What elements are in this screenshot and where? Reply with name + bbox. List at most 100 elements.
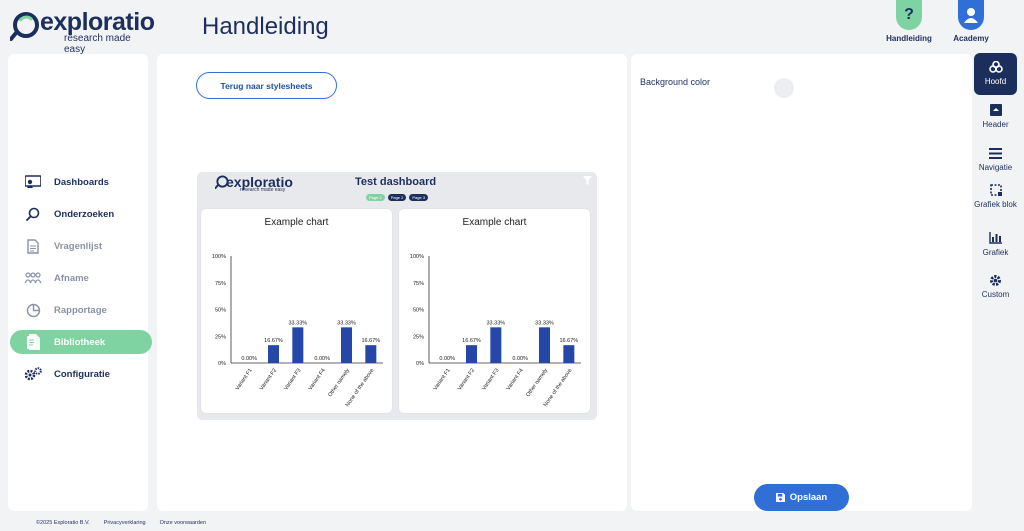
footer-privacy-link[interactable]: Privacyverklaring [104, 520, 146, 526]
back-to-stylesheets-button[interactable]: Terug naar stylesheets [196, 72, 337, 99]
toolbar-header[interactable]: Header [974, 103, 1017, 129]
preview-page-tab[interactable]: Page 2 [388, 194, 407, 201]
bar [563, 345, 574, 363]
x-tick-label: Variant F2 [259, 368, 278, 392]
toolbar-grafiek[interactable]: Grafiek [974, 231, 1017, 257]
x-tick-label: Other namely [525, 368, 549, 399]
handleiding-link[interactable]: ? Handleiding [885, 0, 933, 43]
x-tick-label: None of the above [543, 368, 574, 408]
bar-value-label: 0.00% [512, 356, 528, 362]
y-tick-label: 0% [218, 361, 226, 367]
bar-value-label: 0.00% [439, 356, 455, 362]
sidebar-item-afname[interactable]: Afname [10, 266, 152, 290]
bar-value-label: 16.67% [264, 338, 283, 344]
bar-value-label: 33.33% [535, 320, 554, 326]
bar-value-label: 0.00% [314, 356, 330, 362]
footer: ©2025 Exploratio B.V. Privacyverklaring … [36, 520, 206, 526]
background-color-swatch[interactable] [774, 78, 794, 98]
sidebar-item-onderzoeken[interactable]: Onderzoeken [10, 202, 152, 226]
bar-value-label: 16.67% [362, 338, 381, 344]
y-tick-label: 0% [416, 361, 424, 367]
footer-terms-link[interactable]: Onze voorwaarden [160, 520, 206, 526]
dashboard-preview: exploratio research made easy Test dashb… [197, 172, 597, 420]
bar-value-label: 16.67% [462, 338, 481, 344]
toolbar-hoofd[interactable]: Hoofd [974, 53, 1017, 95]
sidebar-item-vragenlijst[interactable]: Vragenlijst [10, 234, 152, 258]
library-icon [24, 333, 42, 351]
preview-page-tab[interactable]: Page 3 [409, 194, 428, 201]
x-tick-label: Variant F3 [283, 368, 302, 392]
sidebar-item-label: Rapportage [54, 305, 107, 316]
background-color-label: Background color [640, 77, 710, 87]
toolbar-grafiek-blok[interactable]: Grafiek blok [974, 183, 1017, 209]
toolbar-custom[interactable]: Custom [974, 273, 1017, 299]
sidebar-item-rapportage[interactable]: Rapportage [10, 298, 152, 322]
y-tick-label: 25% [413, 334, 424, 340]
x-tick-label: Variant F2 [457, 368, 476, 392]
bar-value-label: 33.33% [337, 320, 356, 326]
bar [292, 327, 303, 363]
preview-page-tabs: Page 1 Page 2 Page 3 [366, 194, 428, 201]
sidebar-item-label: Dashboards [54, 177, 109, 188]
y-tick-label: 100% [410, 254, 424, 260]
bar-value-label: 33.33% [487, 320, 506, 326]
y-tick-label: 75% [413, 281, 424, 287]
x-tick-label: Variant F1 [433, 368, 452, 392]
x-tick-label: Variant F4 [308, 368, 327, 392]
toolbar-label: Header [974, 120, 1017, 129]
document-icon [24, 237, 42, 255]
preview-page-tab[interactable]: Page 1 [366, 194, 385, 201]
toolbar-label: Hoofd [974, 77, 1017, 86]
x-tick-label: Variant F3 [481, 368, 500, 392]
chart-card: Example chart 0% 25% 50% 75% 100% 0.00% Varian… [200, 208, 393, 414]
sidebar-item-label: Onderzoeken [54, 209, 114, 220]
bar [268, 345, 279, 363]
chart-card: Example chart 0% 25% 50% 75% 100% 0.00% Varian… [398, 208, 591, 414]
sidebar-item-label: Vragenlijst [54, 241, 102, 252]
toolbar-label: Grafiek blok [974, 200, 1017, 209]
dashboard-icon [24, 173, 42, 191]
toolbar-label: Custom [974, 290, 1017, 299]
academy-link[interactable]: Academy [947, 0, 995, 43]
sidebar-item-label: Afname [54, 273, 89, 284]
menu-icon [989, 146, 1003, 160]
filter-icon[interactable] [583, 176, 592, 185]
x-tick-label: None of the above [345, 368, 376, 408]
footer-copyright: ©2025 Exploratio B.V. [36, 520, 90, 526]
bar-chart: 0% 25% 50% 75% 100% 0.00% Variant F1 16.67% Vari… [399, 209, 592, 415]
sidebar-item-configuratie[interactable]: Configuratie [10, 362, 152, 386]
preview-brand-tagline: research made easy [240, 187, 285, 193]
people-icon [24, 269, 42, 287]
logo-mark-icon [10, 11, 40, 41]
bar [365, 345, 376, 363]
sidebar-item-dashboards[interactable]: Dashboards [10, 170, 152, 194]
toolbar-navigatie[interactable]: Navigatie [974, 146, 1017, 172]
gears-icon [24, 365, 42, 383]
x-tick-label: Other namely [327, 368, 351, 399]
toolbar-label: Navigatie [974, 163, 1017, 172]
layers-icon [989, 60, 1003, 74]
bar-value-label: 0.00% [241, 356, 257, 362]
y-tick-label: 50% [215, 308, 226, 314]
bar [539, 327, 550, 363]
sidebar-item-label: Bibliotheek [54, 337, 105, 348]
user-icon [958, 0, 984, 30]
y-tick-label: 25% [215, 334, 226, 340]
pie-chart-icon [24, 301, 42, 319]
bar [341, 327, 352, 363]
sidebar-item-label: Configuratie [54, 369, 110, 380]
bar-value-label: 33.33% [289, 320, 308, 326]
sidebar-item-bibliotheek[interactable]: Bibliotheek [10, 330, 152, 354]
save-button[interactable]: Opslaan [754, 484, 849, 511]
brand-logo[interactable]: exploratio research made easy [10, 8, 150, 44]
y-tick-label: 100% [212, 254, 226, 260]
settings-panel [631, 54, 972, 511]
header-icon [989, 103, 1003, 117]
toolbar-label: Grafiek [974, 248, 1017, 257]
bar [466, 345, 477, 363]
preview-title: Test dashboard [355, 176, 436, 188]
bar [490, 327, 501, 363]
question-icon: ? [896, 0, 922, 30]
bar-chart: 0% 25% 50% 75% 100% 0.00% Variant F1 16.67% Vari… [201, 209, 394, 415]
search-icon [24, 205, 42, 223]
